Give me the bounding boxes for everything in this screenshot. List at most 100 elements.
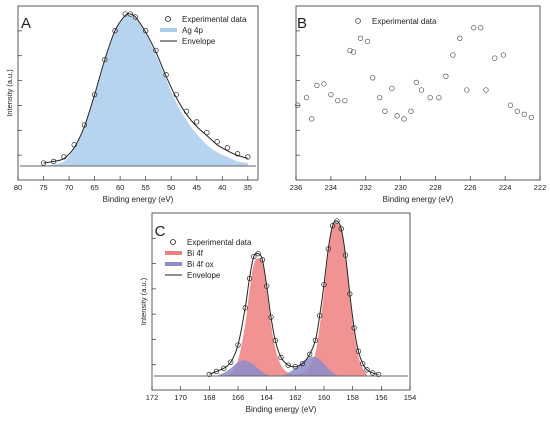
data-point [492,55,498,61]
data-point [413,79,419,86]
legend-marker [170,239,176,245]
data-point [292,364,298,370]
data-point [173,91,179,98]
data-point [350,49,357,55]
data-point [471,25,477,31]
panel-c: 172 170 168 166 164 162 160 158 156 154 Binding en… [139,212,416,414]
x-tick-label: 158 [346,393,359,402]
x-tick-label: 65 [90,183,98,192]
data-point [245,154,251,160]
legend-label: Ag 4p [182,26,203,35]
data-point [382,108,388,114]
x-axis-label: Binding energy (eV) [246,405,317,414]
data-point [450,52,456,58]
x-tick-label: 172 [146,393,159,402]
data-point [214,139,220,145]
data-point [299,360,306,367]
data-point [357,35,364,41]
legend-label: Experimental data [187,238,252,247]
legend-label: Envelope [182,37,216,46]
data-point [295,102,301,108]
data-point [317,312,323,319]
x-tick-label: 234 [325,183,338,192]
data-point [314,82,320,89]
data-point [436,94,442,101]
data-point [427,94,433,101]
data-point [321,281,327,288]
series-line-envelope [43,13,248,164]
legend-swatch [160,28,177,32]
series-area-bi-4f-ox [216,356,339,377]
x-tick-label: 55 [141,183,149,192]
data-point [303,94,310,101]
data-point [51,158,57,165]
x-tick-label: 60 [116,183,124,192]
data-point [264,283,270,289]
data-point [91,91,98,98]
data-point [102,56,108,63]
data-point [71,142,77,148]
data-point [328,91,334,98]
x-tick-label: 226 [464,183,477,192]
series-line-envelope [209,220,379,375]
legend-label: Envelope [187,271,221,280]
x-tick-label: 222 [534,183,547,192]
data-point [228,359,234,365]
data-point [235,342,241,348]
data-point [278,354,284,361]
x-tick-label: 166 [232,393,245,402]
x-tick-label: 50 [167,183,175,192]
legend-marker [355,18,361,24]
legend-swatch [165,251,182,255]
legend-swatch [165,262,182,266]
data-point [351,325,357,331]
data-point [521,111,527,117]
data-point [251,253,257,260]
x-tick-label: 40 [218,183,226,192]
data-point [418,87,425,93]
data-point [213,368,220,375]
legend-label: Bi 4f ox [187,260,214,269]
data-point [307,351,313,357]
data-point [255,250,261,257]
x-tick-label: 224 [499,183,512,192]
data-point [364,38,371,45]
data-point [122,11,128,17]
data-point [401,116,407,122]
plot-frame [151,212,411,391]
data-point [221,365,227,371]
data-point [364,367,370,373]
data-point [478,25,484,31]
panel-label: B [297,15,307,32]
x-tick-label: 228 [429,183,442,192]
data-point [457,35,463,41]
data-point [355,348,362,354]
legend-label: Bi 4f [187,249,204,258]
data-point [347,47,353,54]
x-tick-label: 236 [290,183,303,192]
data-point [204,129,210,136]
x-tick-label: 75 [39,183,47,192]
data-point [272,337,278,344]
plot-frame [295,5,541,181]
legend-marker [165,16,171,22]
legend-label: Experimental data [372,17,437,26]
data-point [507,102,514,108]
panel-label: C [155,223,166,240]
data-point [483,87,489,93]
data-point [321,81,327,87]
x-tick-label: 232 [359,183,372,192]
data-point [334,218,340,224]
data-point [443,73,449,79]
x-tick-label: 45 [193,183,201,192]
data-point [285,362,291,368]
data-point [464,87,470,93]
x-axis-label: Binding energy (eV) [383,195,454,204]
data-point [335,97,341,104]
x-tick-label: 70 [65,183,73,192]
data-point [153,47,159,54]
data-point [112,28,118,34]
data-point [206,371,212,378]
panel-a: 80 75 70 65 60 55 50 45 40 35 Binding energy (eV) I… [5,5,259,204]
x-tick-label: 168 [203,393,216,402]
